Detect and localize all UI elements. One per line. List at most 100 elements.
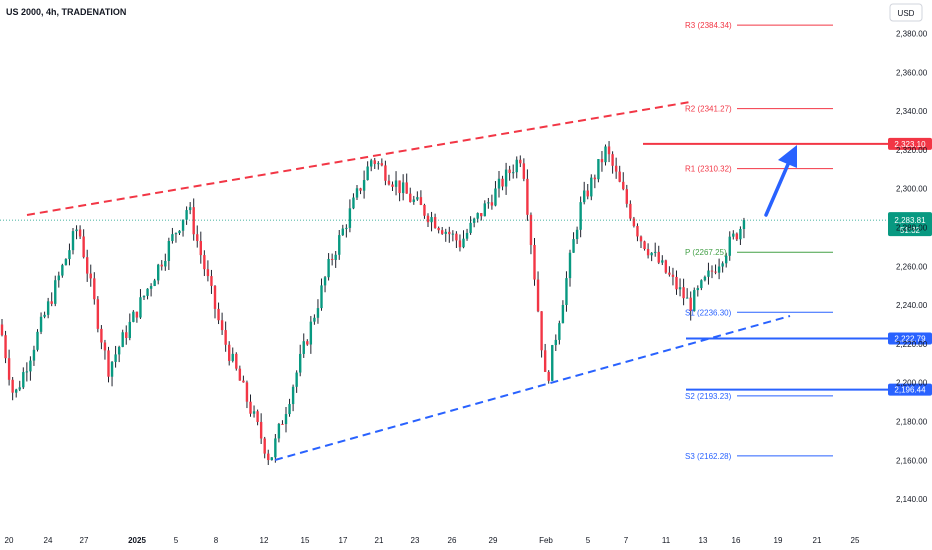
- candle: [32, 345, 36, 366]
- candle: [139, 289, 142, 319]
- candle-body: [249, 401, 252, 414]
- candle-body: [643, 241, 646, 250]
- candle-body: [583, 190, 586, 203]
- candle: [86, 249, 89, 282]
- candle-body: [291, 386, 295, 405]
- candle-body: [57, 275, 60, 281]
- candle: [685, 288, 689, 299]
- price-axis[interactable]: 2,380.00 2,360.00 2,340.00 2,320.00 2,300.00…: [896, 30, 928, 505]
- candle-body: [504, 169, 508, 187]
- candle-body: [238, 368, 242, 381]
- candle: [146, 288, 149, 300]
- candle-body: [423, 204, 426, 216]
- candle-body: [96, 299, 100, 329]
- candle: [547, 370, 550, 384]
- x-tick-label: 7: [624, 536, 629, 545]
- candle: [174, 232, 178, 243]
- candle: [586, 183, 589, 200]
- candle: [323, 275, 327, 293]
- candle: [483, 200, 486, 217]
- candle-body: [391, 184, 394, 187]
- candle: [646, 243, 650, 259]
- candle-body: [405, 182, 408, 194]
- candle-body: [373, 160, 376, 164]
- candle: [533, 237, 536, 286]
- candle: [732, 230, 735, 240]
- y-tick-label: 2,260.00: [896, 262, 928, 271]
- candle-body: [217, 308, 220, 321]
- candle: [96, 296, 100, 333]
- x-tick-label: 21: [375, 536, 384, 545]
- candle: [192, 198, 195, 241]
- candles: [0, 141, 746, 466]
- candle: [128, 313, 131, 341]
- pivot-label-s3: S3 (2162.28): [685, 452, 732, 461]
- candle: [11, 377, 14, 401]
- candle: [206, 260, 210, 282]
- candle: [380, 158, 384, 167]
- y-tick-label: 2,160.00: [896, 456, 928, 465]
- candle-body: [480, 213, 483, 217]
- candle: [267, 449, 270, 466]
- candle-body: [380, 163, 384, 166]
- candle: [160, 260, 163, 271]
- candle: [565, 271, 568, 312]
- pivot-label-r1: R1 (2310.32): [685, 165, 732, 174]
- candle-body: [224, 330, 227, 345]
- candle: [157, 263, 160, 285]
- candle: [100, 325, 103, 350]
- candle-body: [533, 244, 536, 280]
- candle: [373, 157, 376, 170]
- candle-body: [742, 220, 746, 229]
- candle: [188, 202, 192, 215]
- candle: [561, 300, 565, 324]
- time-axis[interactable]: 20 24 27 2025 5 8 12 15 17 21 23 26 29 Feb 5 7 11 13 16 19 2…: [5, 536, 860, 545]
- candle-body: [607, 146, 611, 155]
- candle: [398, 180, 401, 202]
- projection-arrow-shaft: [764, 160, 791, 217]
- candle: [228, 341, 231, 366]
- candle: [153, 278, 156, 287]
- candle: [629, 200, 632, 221]
- candle-body: [614, 165, 618, 172]
- candle: [725, 252, 728, 268]
- candle: [78, 225, 82, 240]
- candle-body: [181, 219, 185, 231]
- y-tick-label: 2,380.00: [896, 30, 928, 39]
- candle-body: [561, 304, 565, 324]
- candle-body: [522, 163, 526, 179]
- currency-button[interactable]: USD: [889, 3, 923, 22]
- x-tick-label: 13: [699, 536, 708, 545]
- candle: [39, 312, 43, 335]
- candle-body: [128, 321, 131, 338]
- candle-body: [149, 286, 153, 289]
- candle-body: [210, 276, 213, 286]
- candle: [451, 230, 455, 242]
- candle-body: [632, 218, 636, 227]
- candle-body: [4, 335, 7, 359]
- candle-body: [213, 285, 217, 309]
- candle-body: [245, 382, 249, 402]
- candle: [238, 365, 242, 381]
- candle: [132, 310, 135, 323]
- candle-body: [721, 263, 724, 267]
- candle: [526, 169, 529, 221]
- y-tick-label: 2,220.00: [896, 340, 928, 349]
- candle-body: [242, 380, 245, 383]
- candle: [575, 226, 579, 244]
- candle-body: [387, 180, 391, 185]
- candle-body: [160, 264, 163, 267]
- candle-body: [228, 344, 231, 361]
- candle: [252, 405, 256, 418]
- candle-body: [338, 235, 341, 255]
- candle-body: [341, 228, 344, 236]
- candle: [728, 231, 731, 261]
- x-tick-label: 21: [813, 536, 822, 545]
- candle: [167, 237, 171, 271]
- candle-body: [0, 324, 4, 336]
- candle: [330, 253, 334, 266]
- candle-body: [565, 278, 568, 305]
- candle: [543, 343, 547, 372]
- candle-body: [334, 254, 337, 260]
